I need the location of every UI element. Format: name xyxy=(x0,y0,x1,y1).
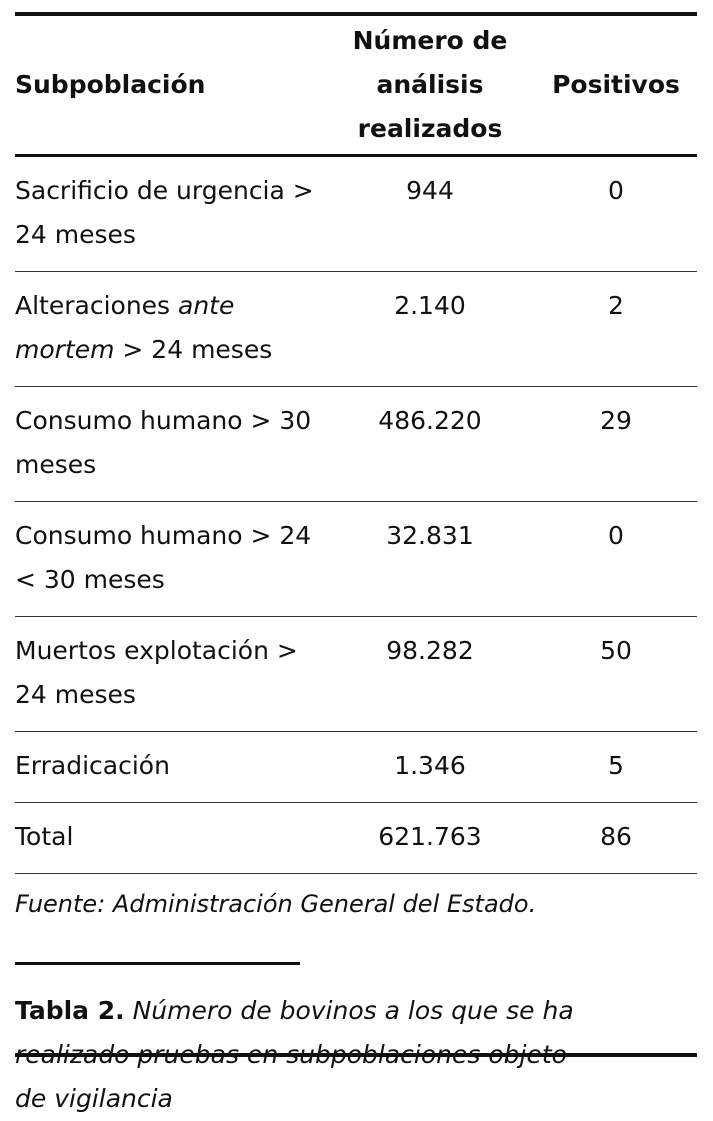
positive-count: 0 xyxy=(535,501,697,617)
analysis-count: 2.140 xyxy=(325,271,535,387)
row-label: Consumo humano > 24 < 30 meses xyxy=(15,501,325,617)
label-part: Alteraciones xyxy=(15,291,179,320)
analysis-count: 621.763 xyxy=(325,802,535,874)
document: Subpoblación Número de análisis realizad… xyxy=(15,12,697,1121)
positive-count: 50 xyxy=(535,616,697,732)
source-note: Fuente: Administración General del Estad… xyxy=(15,890,537,918)
table-row: Consumo humano > 30 meses 486.220 29 xyxy=(15,386,697,502)
label-part: Total xyxy=(15,822,74,851)
analysis-count: 32.831 xyxy=(325,501,535,617)
positive-count: 0 xyxy=(535,155,697,272)
positive-count: 2 xyxy=(535,271,697,387)
label-part: ante mortem xyxy=(15,291,235,364)
table-row: Consumo humano > 24 < 30 meses 32.831 0 xyxy=(15,501,697,617)
analysis-count: 944 xyxy=(325,155,535,272)
table-body: Sacrificio de urgencia > 24 meses 944 0 Alt… xyxy=(15,155,697,874)
positive-count: 5 xyxy=(535,731,697,803)
table-row: Sacrificio de urgencia > 24 meses 944 0 xyxy=(15,155,697,272)
analysis-count: 1.346 xyxy=(325,731,535,803)
label-part: Sacrificio de urgencia > 24 meses xyxy=(15,176,314,249)
header-cell: Subpoblación xyxy=(15,12,325,157)
analysis-count: 486.220 xyxy=(325,386,535,502)
row-label: Erradicación xyxy=(15,731,325,803)
label-part: Erradicación xyxy=(15,751,170,780)
label-part: Consumo humano > 24 < 30 meses xyxy=(15,521,312,594)
label-part: Consumo humano > 30 meses xyxy=(15,406,312,479)
bottom-rule xyxy=(15,1053,697,1057)
page: Subpoblación Número de análisis realizad… xyxy=(15,12,697,1113)
row-label: Sacrificio de urgencia > 24 meses xyxy=(15,155,325,272)
positive-count: 86 xyxy=(535,802,697,874)
analysis-count: 98.282 xyxy=(325,616,535,732)
caption-label: Tabla 2. xyxy=(15,996,125,1025)
table-row: Total 621.763 86 xyxy=(15,802,697,874)
table-row: Alteraciones ante mortem > 24 meses 2.140… xyxy=(15,271,697,387)
table-row: Muertos explotación > 24 meses 98.282 50 xyxy=(15,616,697,732)
row-label: Total xyxy=(15,802,325,874)
positive-count: 29 xyxy=(535,386,697,502)
label-part: > 24 meses xyxy=(114,335,273,364)
row-label: Muertos explotación > 24 meses xyxy=(15,616,325,732)
header-cell: Positivos xyxy=(535,12,697,157)
table-row: Erradicación 1.346 5 xyxy=(15,731,697,803)
label-part: Muertos explotación > 24 meses xyxy=(15,636,298,709)
row-label: Consumo humano > 30 meses xyxy=(15,386,325,502)
data-table: Subpoblación Número de análisis realizad… xyxy=(15,12,697,874)
row-label: Alteraciones ante mortem > 24 meses xyxy=(15,271,325,387)
header-cell: Número de análisis realizados xyxy=(325,12,535,157)
separator xyxy=(15,962,300,965)
